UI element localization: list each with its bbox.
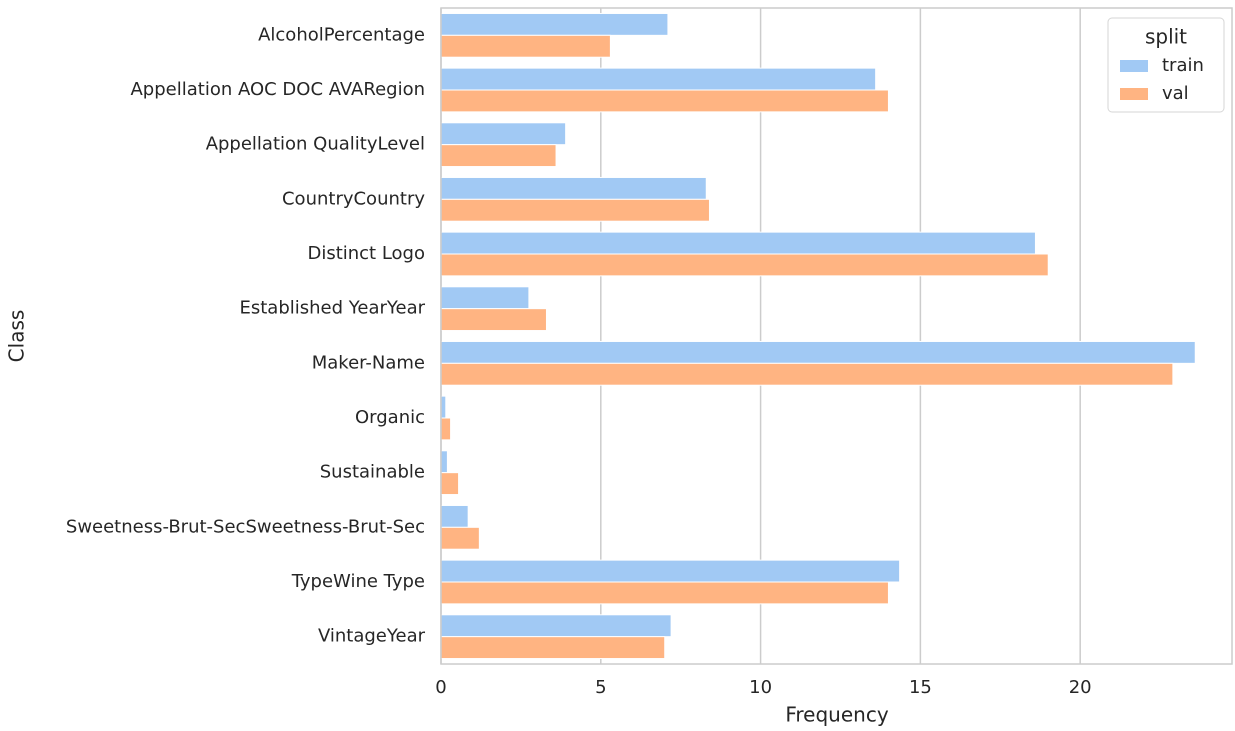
bar <box>440 504 469 528</box>
bar <box>440 417 452 441</box>
bar <box>440 526 480 550</box>
bar <box>440 308 547 332</box>
y-tick-label: Appellation AOC DOC AVARegion <box>130 79 425 100</box>
bar <box>440 559 901 583</box>
y-tick-label: Established YearYear <box>240 298 426 319</box>
bar <box>440 12 669 36</box>
x-tick-label: 15 <box>909 677 932 698</box>
bar <box>440 581 889 605</box>
x-tick-label: 0 <box>435 677 446 698</box>
bar <box>440 89 889 113</box>
y-tick-label: Appellation QualityLevel <box>206 134 425 155</box>
y-axis-label: Class <box>5 310 29 363</box>
legend-swatch <box>1120 88 1148 100</box>
legend-swatch <box>1120 60 1148 72</box>
y-tick-label: AlcoholPercentage <box>258 24 425 45</box>
bar <box>440 67 877 91</box>
y-tick-label: Maker-Name <box>312 352 425 373</box>
y-tick-label: VintageYear <box>318 626 426 647</box>
x-tick-label: 10 <box>749 677 772 698</box>
y-tick-label: Organic <box>355 407 425 428</box>
legend-label: train <box>1162 55 1204 76</box>
bar <box>440 231 1036 255</box>
y-tick-label: CountryCountry <box>282 188 425 209</box>
y-tick-label: Distinct Logo <box>307 243 425 264</box>
bar <box>440 450 448 474</box>
bar <box>440 472 460 496</box>
bar <box>440 636 666 660</box>
bar <box>440 362 1174 386</box>
bar <box>440 614 672 638</box>
y-tick-label: Sustainable <box>320 462 425 483</box>
bar <box>440 198 710 222</box>
x-axis-label: Frequency <box>785 703 888 727</box>
bar <box>440 176 707 200</box>
bar <box>440 34 611 58</box>
bar <box>440 253 1049 277</box>
plot-frame <box>440 7 1233 665</box>
x-tick-label: 5 <box>595 677 606 698</box>
y-tick-label: Sweetness-Brut-SecSweetness-Brut-Sec <box>66 516 425 537</box>
bar <box>440 122 567 146</box>
bar <box>440 286 530 310</box>
y-tick-label: TypeWine Type <box>291 571 425 592</box>
legend-title: split <box>1145 25 1187 49</box>
legend-label: val <box>1162 83 1189 104</box>
x-tick-label: 20 <box>1069 677 1092 698</box>
bar <box>440 340 1196 364</box>
bar <box>440 144 557 168</box>
legend: split train val <box>1107 17 1225 113</box>
